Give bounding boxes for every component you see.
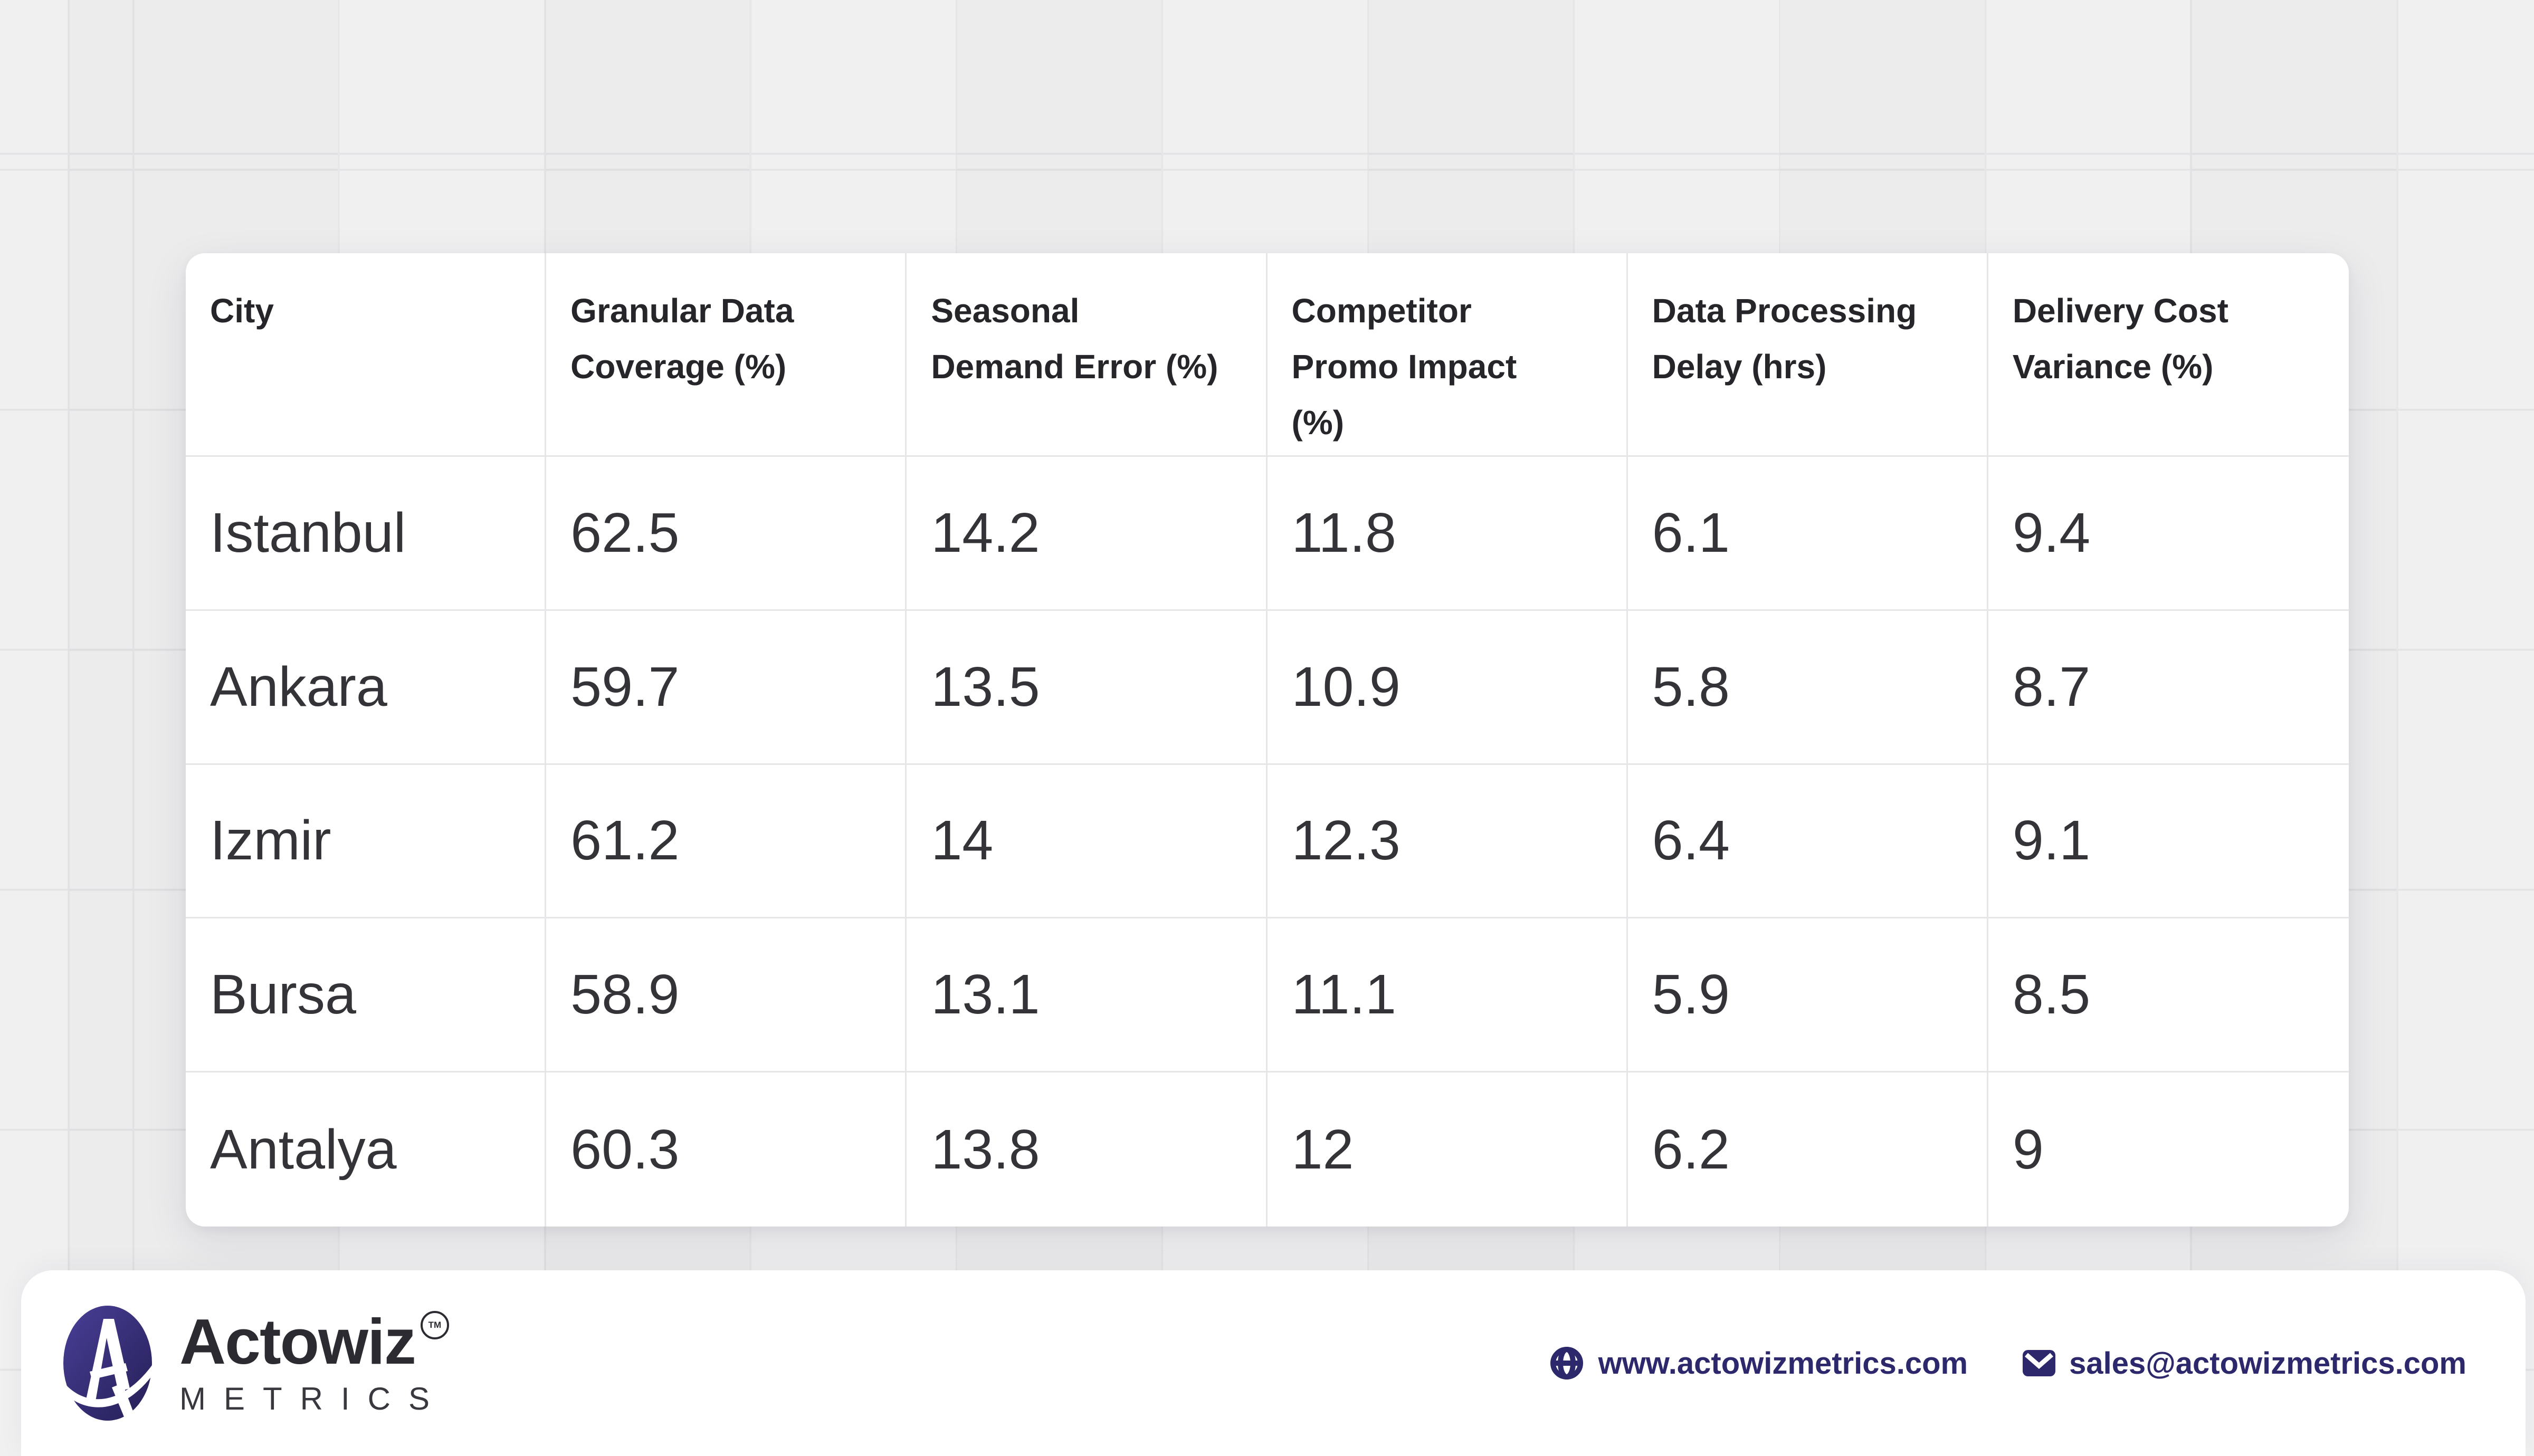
value-cell: 11.8 (1267, 457, 1628, 611)
value-cell: 61.2 (546, 764, 907, 919)
value-cell: 14 (907, 764, 1268, 919)
header-cell: Data Processing Delay (hrs) (1627, 253, 1988, 457)
value-cell: 8.7 (1988, 611, 2349, 765)
city-cell: Bursa (186, 918, 547, 1073)
city-cell: Izmir (186, 764, 547, 919)
metrics-table: City Granular Data Coverage (%) Seasonal D… (186, 253, 2349, 1227)
value-cell: 59.7 (546, 610, 907, 765)
globe-icon (1550, 1347, 1583, 1380)
value-cell: 13.8 (907, 1072, 1268, 1227)
brand-name: Actowiz (179, 1305, 416, 1377)
actowiz-logo-icon (62, 1306, 156, 1421)
value-cell: 62.5 (546, 457, 907, 611)
value-cell: 14.2 (907, 457, 1268, 611)
value-cell: 6.4 (1627, 764, 1988, 919)
value-cell: 11.1 (1267, 918, 1628, 1073)
header-cell: Competitor Promo Impact (%) (1267, 253, 1628, 457)
website-link[interactable]: www.actowizmetrics.com (1598, 1346, 1968, 1381)
value-cell: 12 (1268, 1072, 1628, 1227)
value-cell: 6.1 (1627, 457, 1988, 611)
value-cell: 9.1 (1988, 765, 2349, 919)
city-cell: Antalya (186, 1072, 547, 1227)
mail-icon (2023, 1350, 2056, 1376)
header-cell: Seasonal Demand Error (%) (907, 253, 1268, 457)
value-cell: 5.9 (1627, 918, 1988, 1073)
value-cell: 60.3 (546, 1072, 907, 1227)
city-cell: Istanbul (186, 457, 547, 611)
trademark-badge: TM (420, 1310, 449, 1339)
value-cell: 13.1 (907, 918, 1268, 1073)
value-cell: 6.2 (1628, 1072, 1988, 1227)
footer-bar: Actowiz TM METRICS www.actowizmetrics.co… (21, 1270, 2526, 1456)
brand-text: Actowiz TM METRICS (179, 1305, 449, 1417)
value-cell: 5.8 (1627, 610, 1988, 765)
value-cell: 58.9 (546, 918, 907, 1073)
value-cell: 10.9 (1267, 610, 1628, 765)
header-cell: Delivery Cost Variance (%) (1988, 253, 2349, 457)
value-cell: 13.5 (907, 610, 1268, 765)
brand-subtitle: METRICS (179, 1381, 447, 1416)
value-cell: 12.3 (1267, 764, 1628, 919)
value-cell: 9.4 (1988, 457, 2349, 611)
city-cell: Ankara (186, 610, 547, 765)
email-link[interactable]: sales@actowizmetrics.com (2069, 1346, 2466, 1381)
header-cell: City (186, 253, 547, 457)
value-cell: 9 (2012, 1118, 2044, 1181)
value-cell: 8.5 (1988, 918, 2349, 1073)
brand-block: Actowiz TM METRICS (61, 1304, 449, 1422)
contact-block: www.actowizmetrics.com sales@actowizmetr… (1550, 1346, 2466, 1381)
header-cell: Granular Data Coverage (%) (546, 253, 907, 457)
